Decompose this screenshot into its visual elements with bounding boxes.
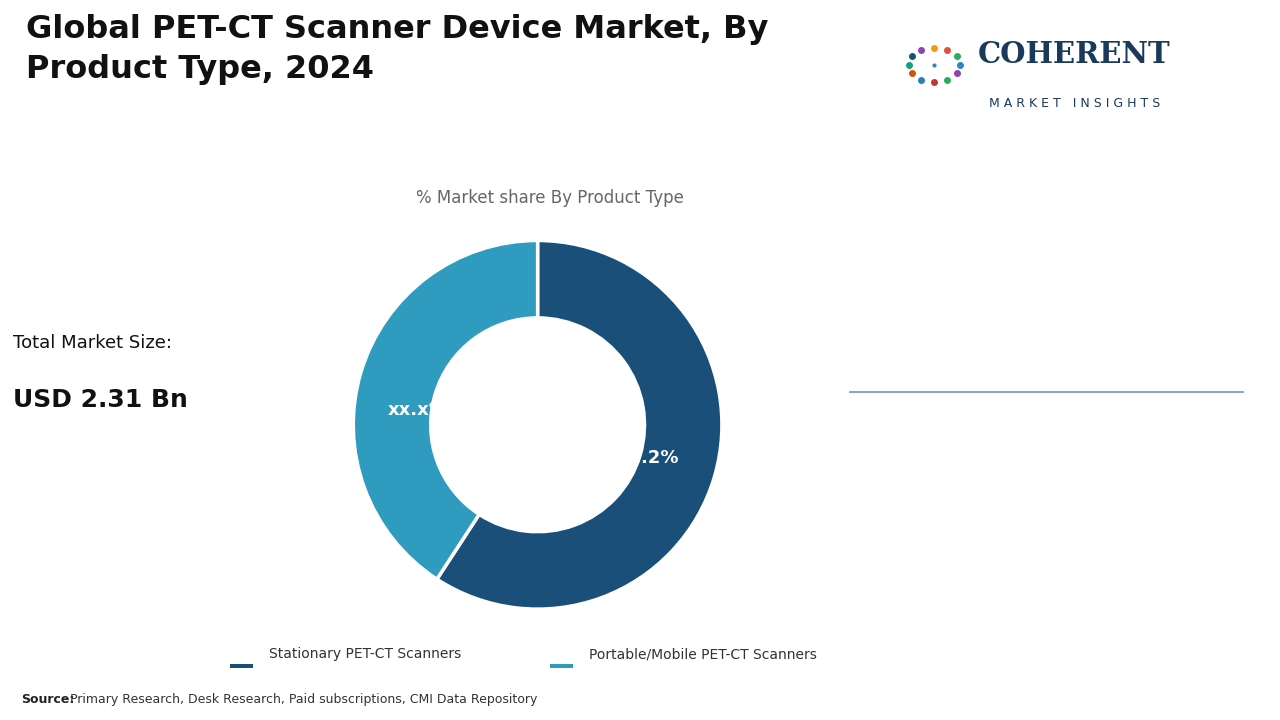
Text: Stationary PET-CT
Scanners: Stationary PET-CT Scanners: [860, 198, 1027, 240]
Text: % Market share By Product Type: % Market share By Product Type: [416, 189, 685, 207]
Text: Primary Research, Desk Research, Paid subscriptions, CMI Data Repository: Primary Research, Desk Research, Paid su…: [70, 693, 538, 706]
Text: COHERENT: COHERENT: [978, 40, 1171, 69]
Wedge shape: [353, 240, 538, 579]
Text: 59.2%: 59.2%: [860, 89, 1052, 143]
Text: xx.x%: xx.x%: [388, 401, 448, 419]
Text: Stationary PET-CT Scanners: Stationary PET-CT Scanners: [269, 647, 461, 661]
Text: USD 2.31 Bn: USD 2.31 Bn: [13, 388, 188, 413]
Text: M A R K E T   I N S I G H T S: M A R K E T I N S I G H T S: [989, 97, 1160, 110]
Bar: [550, 664, 573, 668]
Text: Global PET-CT
Scanner Device
Market: Global PET-CT Scanner Device Market: [860, 418, 1066, 518]
Text: Global PET-CT Scanner Device Market, By
Product Type, 2024: Global PET-CT Scanner Device Market, By …: [26, 14, 768, 85]
Bar: [230, 664, 253, 668]
Text: 59.2%: 59.2%: [617, 449, 680, 467]
Text: Portable/Mobile PET-CT Scanners: Portable/Mobile PET-CT Scanners: [589, 647, 817, 661]
Text: Source:: Source:: [20, 693, 74, 706]
Wedge shape: [436, 240, 722, 609]
Text: Product Type -
Estimated Market
Revenue Share, 2024: Product Type - Estimated Market Revenue …: [860, 270, 1038, 337]
Text: Total Market Size:: Total Market Size:: [13, 333, 172, 351]
